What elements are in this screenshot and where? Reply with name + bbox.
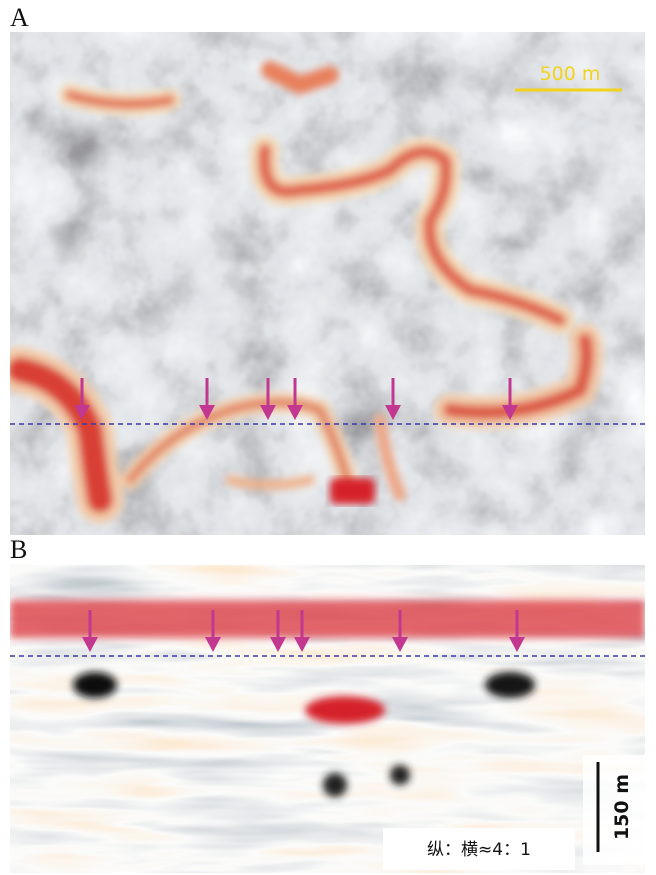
figure: A 500 m B: [0, 0, 656, 875]
scale-bar-label: 150 m: [611, 774, 633, 840]
page: {"panels": [ {"label": "A", "scale_bar":…: [0, 0, 656, 875]
scale-bar-label: 500 m: [540, 63, 601, 85]
seismic-section: 150 m 纵：横≈4：1: [10, 565, 645, 875]
aspect-note: 纵：横≈4：1: [427, 840, 531, 860]
panel-label: A: [10, 3, 29, 32]
attribute-map: 500 m: [10, 32, 645, 535]
panel-label: B: [10, 535, 27, 564]
